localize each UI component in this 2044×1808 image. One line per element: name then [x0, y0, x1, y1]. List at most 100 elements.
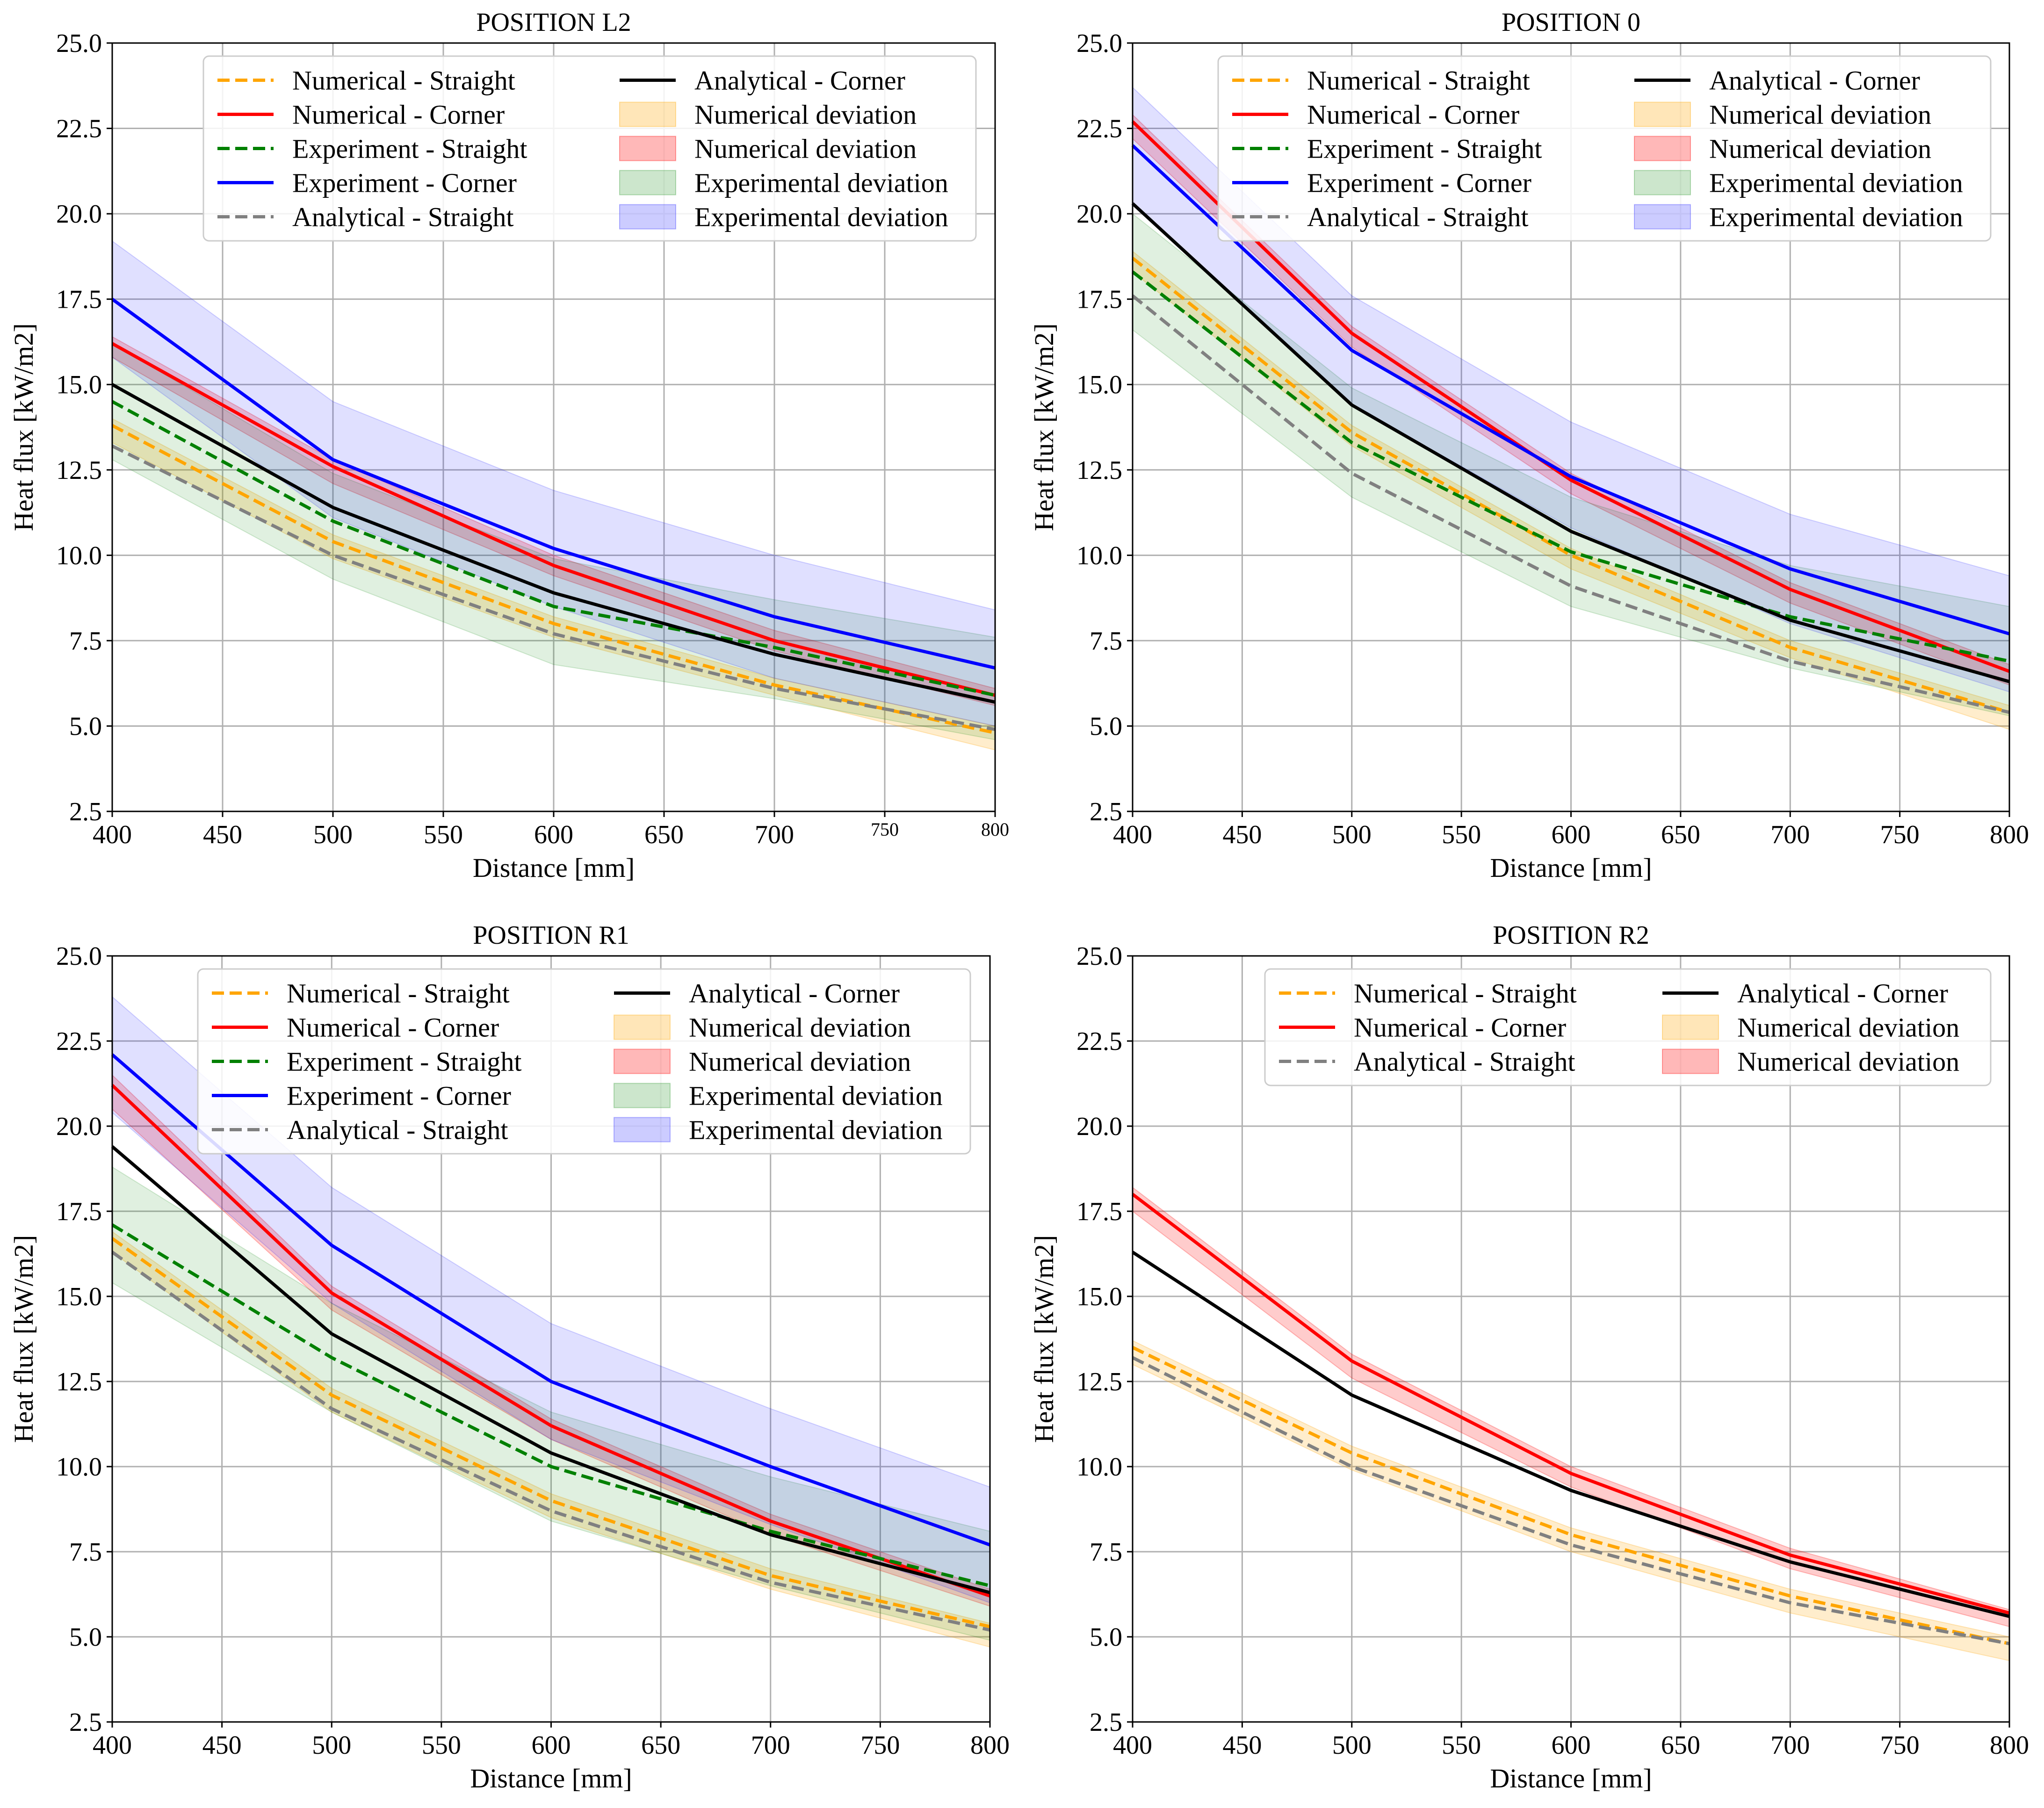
x-tick-label: 500: [1332, 1731, 1372, 1760]
x-tick-label: 800: [970, 1731, 1010, 1760]
series-lines: [111, 1053, 991, 1632]
legend-label: Experimental deviation: [694, 202, 948, 232]
y-tick-label: 15.0: [56, 1282, 102, 1311]
x-tick-label: 600: [1552, 820, 1591, 849]
series-line: [1131, 270, 2010, 663]
legend-label: Experiment - Corner: [287, 1081, 511, 1111]
y-tick-label: 10.0: [1076, 541, 1122, 570]
series-line: [1131, 257, 2010, 714]
x-tick-label: 800: [981, 819, 1009, 840]
y-tick-label: 10.0: [56, 541, 102, 570]
y-tick-label: 22.5: [56, 1027, 102, 1056]
series-line: [111, 1084, 991, 1598]
y-tick-label: 20.0: [56, 1112, 102, 1141]
axis-ticks: 400 450 500 550 600 650 700 750 800 2.5 5.0 7.5 10.0…: [56, 942, 1010, 1760]
x-tick-label: 450: [1222, 1731, 1262, 1760]
x-tick-label: 450: [1222, 820, 1262, 849]
legend-band-swatch: [619, 204, 676, 230]
panel-title: POSITION L2: [476, 8, 631, 37]
x-tick-label: 450: [202, 1731, 242, 1760]
series-line: [1132, 1356, 2010, 1646]
x-tick-label: 700: [755, 820, 794, 849]
legend-band-swatch: [1662, 1049, 1719, 1074]
legend-label: Numerical - Straight: [1354, 978, 1577, 1009]
series-line: [1132, 1346, 2010, 1646]
series-line: [111, 1237, 990, 1628]
legend-band-swatch: [614, 1049, 671, 1074]
legend-band-swatch: [614, 1014, 671, 1040]
y-tick-label: 12.5: [1076, 1367, 1122, 1396]
x-axis-label: Distance [mm]: [473, 853, 635, 883]
legend-label: Numerical deviation: [694, 134, 917, 164]
panel-title: POSITION R1: [473, 921, 629, 950]
panel-position-r2: 400 450 500 550 600 650 700 750 800 2.5 5.0 7.5 10.0…: [1029, 921, 2029, 1794]
y-tick-label: 17.5: [1076, 285, 1122, 314]
legend-label: Numerical deviation: [694, 100, 917, 130]
axis-ticks: 400 450 500 550 600 650 700 750 800 2.5 5.0 7.5 10.0…: [1076, 942, 2029, 1760]
y-tick-label: 2.5: [69, 1708, 102, 1737]
x-tick-label: 700: [1770, 820, 1810, 849]
y-tick-label: 25.0: [56, 29, 102, 58]
y-tick-label: 25.0: [1076, 942, 1122, 971]
legend-label: Numerical - Corner: [292, 100, 505, 130]
legend-label: Analytical - Corner: [1709, 65, 1920, 96]
y-tick-label: 17.5: [1076, 1197, 1122, 1226]
legend-band-swatch: [1634, 170, 1691, 195]
series-line: [111, 1053, 991, 1547]
panel-position-r1: 400 450 500 550 600 650 700 750 800 2.5 5.0 7.5 10.0…: [8, 921, 1010, 1794]
series-line: [1131, 294, 2010, 714]
y-tick-label: 12.5: [56, 456, 102, 485]
legend-label: Numerical - Straight: [1307, 65, 1530, 96]
legend-label: Experimental deviation: [1709, 168, 1963, 198]
x-tick-label: 750: [1880, 1731, 1920, 1760]
axis-ticks: 400 450 500 550 600 650 700 750 800 2.5 5.0 7.5 10.0…: [56, 29, 1009, 849]
x-axis-label: Distance [mm]: [1490, 853, 1652, 883]
legend-label: Analytical - Straight: [292, 202, 514, 232]
x-tick-label: 400: [93, 820, 132, 849]
x-tick-label: 750: [1880, 820, 1920, 849]
y-tick-label: 17.5: [56, 285, 102, 314]
y-tick-label: 20.0: [56, 200, 102, 229]
y-tick-label: 2.5: [1090, 1708, 1122, 1737]
x-tick-label: 450: [203, 820, 242, 849]
legend-label: Numerical - Straight: [292, 65, 515, 96]
legend-band-swatch: [1634, 101, 1691, 127]
panel-title: POSITION R2: [1493, 921, 1649, 950]
legend-label: Experimental deviation: [1709, 202, 1963, 232]
y-tick-label: 15.0: [56, 370, 102, 399]
panel-title: POSITION 0: [1502, 8, 1640, 37]
x-axis-label: Distance [mm]: [1490, 1763, 1652, 1794]
legend-label: Experimental deviation: [689, 1115, 943, 1145]
legend-band-swatch: [614, 1083, 671, 1108]
series-line: [1131, 120, 2010, 673]
x-tick-label: 400: [1113, 820, 1152, 849]
x-tick-label: 550: [1442, 1731, 1481, 1760]
y-tick-label: 22.5: [1076, 1027, 1122, 1056]
y-tick-label: 25.0: [1076, 29, 1122, 58]
y-tick-label: 17.5: [56, 1197, 102, 1226]
series-line: [111, 1251, 990, 1632]
y-tick-label: 7.5: [69, 1538, 102, 1567]
panel-position-l2: 400 450 500 550 600 650 700 750 800 2.5 5.0 7.5 10.0…: [8, 8, 1009, 883]
x-tick-label: 650: [1661, 1731, 1700, 1760]
series-line: [111, 444, 996, 731]
y-axis-label: Heat flux [kW/m2]: [1029, 323, 1059, 531]
legend-label: Numerical deviation: [1709, 100, 1931, 130]
x-tick-label: 550: [424, 820, 463, 849]
legend-band-swatch: [619, 101, 676, 127]
series-line: [111, 400, 996, 697]
y-tick-label: 7.5: [1090, 627, 1122, 656]
x-axis-label: Distance [mm]: [470, 1763, 632, 1794]
series-line: [111, 342, 996, 697]
legend-label: Numerical deviation: [1737, 1012, 1959, 1043]
legend-label: Analytical - Straight: [287, 1115, 508, 1145]
y-axis-label: Heat flux [kW/m2]: [1029, 1235, 1059, 1443]
x-tick-label: 550: [1442, 820, 1481, 849]
legend-band-swatch: [1634, 204, 1691, 230]
y-tick-label: 15.0: [1076, 1282, 1122, 1311]
y-tick-label: 12.5: [56, 1367, 102, 1396]
series-lines: [1131, 120, 2010, 714]
y-tick-label: 22.5: [1076, 115, 1122, 144]
x-tick-label: 400: [1113, 1731, 1152, 1760]
